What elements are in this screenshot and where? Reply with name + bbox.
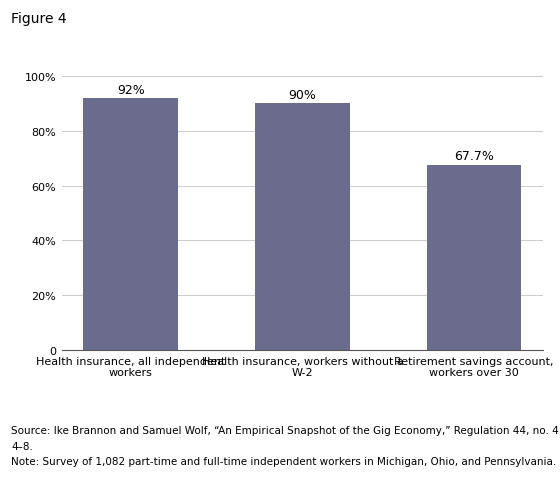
Text: 67.7%: 67.7% (454, 150, 494, 163)
Bar (427, 165, 521, 350)
Text: 92%: 92% (117, 84, 144, 96)
Text: Figure 4: Figure 4 (11, 12, 67, 26)
Text: 90%: 90% (288, 89, 316, 102)
Text: Note: Survey of 1,082 part-time and full-time independent workers in Michigan, O: Note: Survey of 1,082 part-time and full… (11, 456, 557, 466)
Text: 4–8.: 4–8. (11, 441, 33, 451)
Text: Source: Ike Brannon and Samuel Wolf, “An Empirical Snapshot of the Gig Economy,”: Source: Ike Brannon and Samuel Wolf, “An… (11, 425, 560, 435)
Bar (255, 104, 349, 350)
Bar (83, 99, 178, 350)
